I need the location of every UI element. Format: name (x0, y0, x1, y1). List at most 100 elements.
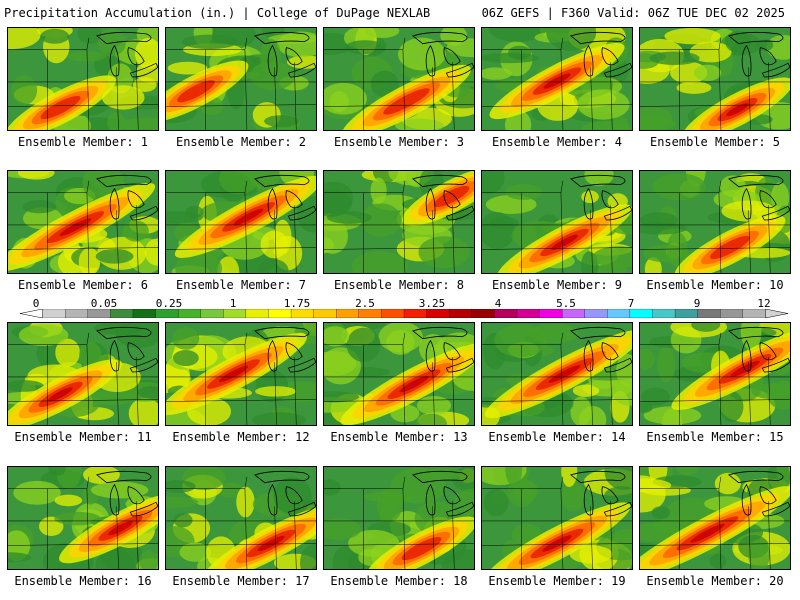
lake-outline (253, 31, 310, 45)
colorbar-segment (697, 309, 721, 318)
precip-area (714, 472, 741, 495)
lake-outline (603, 357, 632, 373)
member-map (7, 27, 159, 131)
lake-outline (287, 357, 316, 373)
precip-area (691, 323, 721, 332)
lake-outline (603, 62, 632, 78)
colorbar-segment (245, 309, 269, 318)
precip-area (441, 549, 474, 569)
precip-area (370, 70, 399, 98)
colorbar-segment (403, 309, 428, 318)
colorbar-tick-label: 0 (32, 297, 40, 310)
precip-area (172, 349, 199, 367)
precip-area (13, 480, 61, 505)
member-label: Ensemble Member: 4 (491, 135, 623, 149)
lake-outline (741, 187, 752, 220)
member-label: Ensemble Member: 12 (172, 430, 310, 444)
member-label: Ensemble Member: 10 (646, 278, 784, 292)
precip-area (482, 67, 512, 80)
colorbar-segment (449, 309, 473, 318)
lake-outline (443, 47, 461, 66)
precip-area (527, 323, 579, 344)
member-label: Ensemble Member: 5 (649, 135, 781, 149)
colorbar-segment (200, 309, 224, 318)
member-map (165, 322, 317, 426)
member-map (639, 27, 791, 131)
lake-outline (253, 470, 310, 484)
lake-outline (129, 62, 158, 78)
precip-area (376, 487, 403, 523)
lake-outline (601, 190, 619, 209)
precip-area (504, 183, 543, 200)
colorbar-segment (132, 309, 156, 318)
precip-area (219, 171, 259, 195)
precip-area (592, 246, 632, 268)
precip-area (78, 247, 101, 273)
lake-outline (267, 44, 278, 77)
lake-outline (727, 470, 784, 484)
member-map (323, 27, 475, 131)
colorbar-segment (607, 309, 631, 318)
precip-area (386, 329, 415, 355)
heavy-precip-band (383, 88, 430, 115)
lake-outline (727, 31, 784, 45)
lake-outline (95, 326, 152, 340)
colorbar-segment (426, 309, 450, 318)
lake-outline (583, 44, 594, 77)
lake-outline (129, 501, 158, 517)
colorbar-segment (674, 309, 699, 318)
lake-outline (759, 486, 777, 505)
precip-area (185, 205, 204, 219)
lake-outline (109, 44, 120, 77)
colorbar-segment (539, 309, 563, 318)
precip-area (657, 345, 675, 383)
lake-outline (425, 187, 436, 220)
colorbar-segment (268, 309, 292, 318)
lake-outline (95, 174, 152, 188)
colorbar-tick-label: 1 (229, 297, 237, 310)
heavy-precip-band (257, 535, 285, 552)
precip-area (370, 177, 387, 204)
lake-outline (443, 190, 461, 209)
state-borders (324, 326, 474, 425)
precip-area (740, 323, 762, 350)
lake-outline (727, 174, 784, 188)
precip-area (54, 494, 83, 507)
precip-area (689, 41, 732, 63)
precip-area (166, 480, 196, 493)
member-map (165, 170, 317, 274)
heavy-precip-band (218, 365, 249, 383)
precip-area (101, 85, 145, 110)
lake-outline (569, 174, 626, 188)
lake-outline (109, 339, 120, 372)
lake-outline (285, 486, 303, 505)
precip-area (345, 40, 385, 55)
colorbar-segment (336, 309, 360, 318)
lake-outline (129, 357, 158, 373)
heavy-precip-band (58, 393, 63, 396)
lake-outline (761, 205, 790, 221)
precip-area (55, 338, 80, 367)
precip-area (513, 480, 538, 502)
lake-outline (759, 190, 777, 209)
chart-title: Precipitation Accumulation (in.) | Colle… (4, 6, 431, 20)
precip-area (578, 405, 607, 425)
precip-area (217, 256, 240, 273)
precip-area (390, 467, 447, 504)
precip-area (572, 384, 600, 397)
precip-area (666, 231, 688, 267)
precip-area (8, 28, 41, 50)
colorbar (20, 309, 788, 318)
member-map (481, 27, 633, 131)
member-map (7, 466, 159, 570)
lake-outline (601, 47, 619, 66)
colorbar-segment (471, 309, 495, 318)
precip-area (128, 397, 158, 425)
colorbar-tick-label: 3.25 (418, 297, 446, 310)
heavy-precip-band (735, 108, 740, 111)
lake-outline (127, 47, 145, 66)
colorbar-segment (65, 309, 89, 318)
colorbar-segment (290, 309, 315, 318)
member-label: Ensemble Member: 13 (330, 430, 468, 444)
member-label: Ensemble Member: 19 (488, 574, 626, 588)
